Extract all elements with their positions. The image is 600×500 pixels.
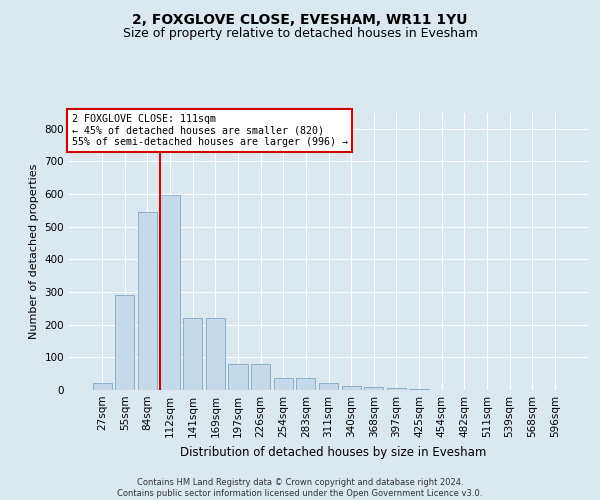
Bar [274,378,293,390]
Bar [364,388,383,390]
Text: Contains HM Land Registry data © Crown copyright and database right 2024.
Contai: Contains HM Land Registry data © Crown c… [118,478,482,498]
Text: Size of property relative to detached houses in Evesham: Size of property relative to detached ho… [122,28,478,40]
Bar [229,364,248,390]
Bar [319,383,338,390]
Bar [251,364,270,390]
Bar [92,383,112,390]
Text: 2 FOXGLOVE CLOSE: 111sqm
← 45% of detached houses are smaller (820)
55% of semi-: 2 FOXGLOVE CLOSE: 111sqm ← 45% of detach… [71,114,347,147]
Text: Distribution of detached houses by size in Evesham: Distribution of detached houses by size … [180,446,486,459]
Bar [115,296,134,390]
Bar [183,318,202,390]
Text: 2, FOXGLOVE CLOSE, EVESHAM, WR11 1YU: 2, FOXGLOVE CLOSE, EVESHAM, WR11 1YU [132,12,468,26]
Bar [138,212,157,390]
Bar [296,378,316,390]
Bar [387,388,406,390]
Y-axis label: Number of detached properties: Number of detached properties [29,164,39,339]
Bar [341,386,361,390]
Bar [206,318,225,390]
Bar [160,195,180,390]
